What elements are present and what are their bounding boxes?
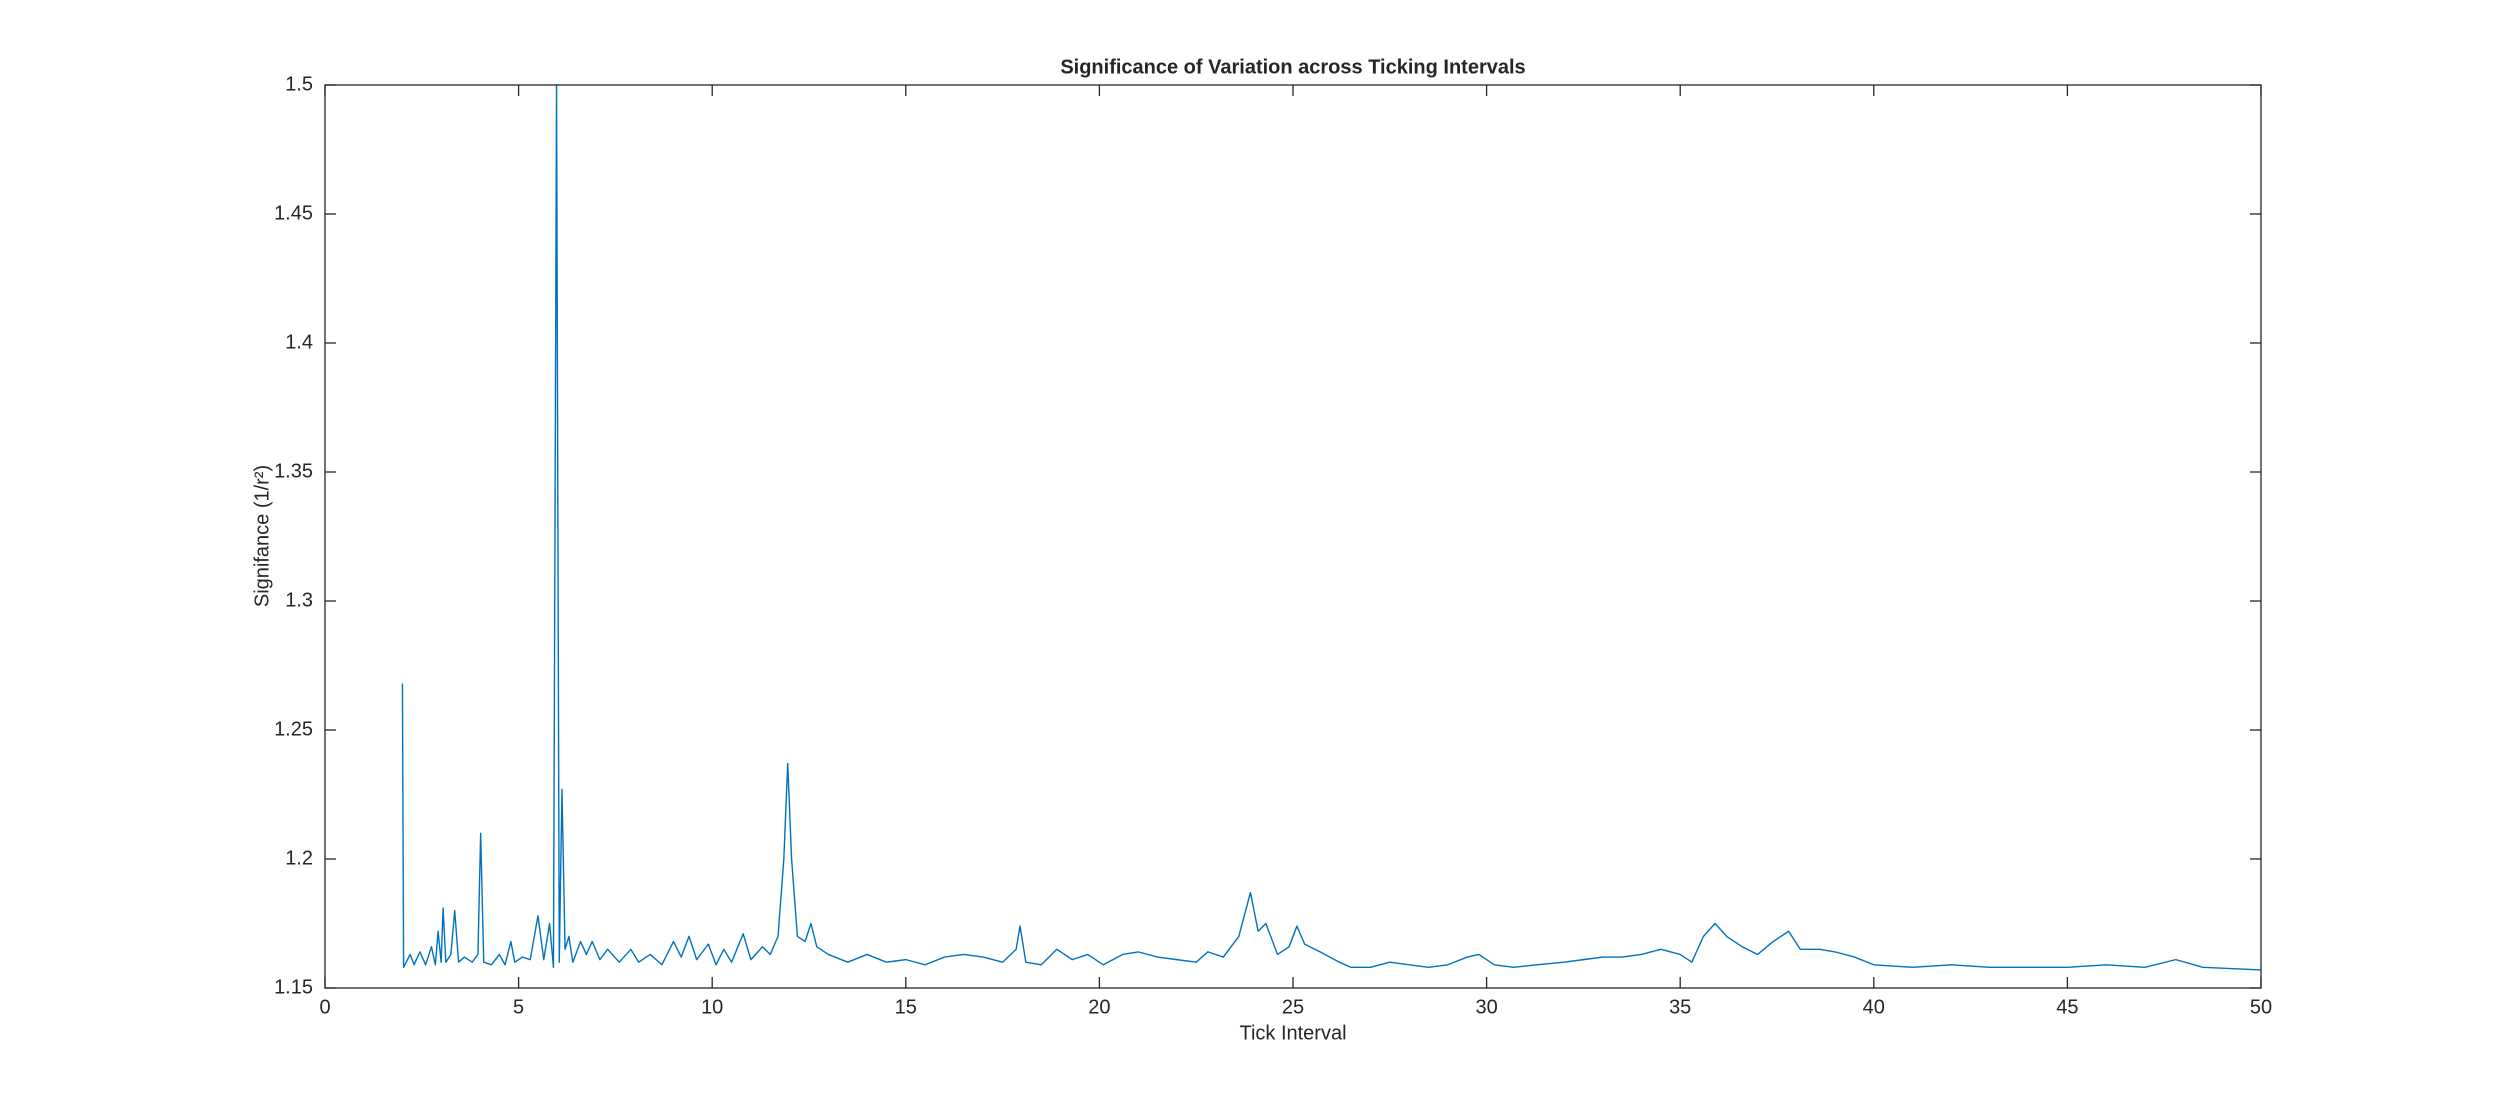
x-tick-label: 40 — [1863, 996, 1885, 1018]
y-tick-label: 1.3 — [285, 589, 313, 611]
axes-box — [324, 84, 2262, 989]
x-tick-label: 0 — [319, 996, 330, 1018]
x-tick-label: 10 — [701, 996, 723, 1018]
y-tick-label: 1.2 — [285, 847, 313, 869]
y-tick-label: 1.15 — [274, 976, 313, 998]
data-line — [401, 84, 2262, 971]
x-tick-label: 15 — [895, 996, 917, 1018]
x-tick-label: 30 — [1475, 996, 1497, 1018]
y-tick-label: 1.5 — [285, 73, 313, 95]
chart-title: Significance of Variation across Ticking… — [1060, 56, 1525, 78]
y-axis-label: Signifance (1/r²) — [251, 465, 273, 607]
y-tick-label: 1.35 — [274, 460, 313, 482]
x-axis-label: Tick Interval — [1239, 1022, 1346, 1044]
y-tick-label: 1.45 — [274, 202, 313, 224]
y-tick-label: 1.4 — [285, 331, 313, 353]
x-tick-label: 20 — [1088, 996, 1110, 1018]
x-tick-label: 35 — [1669, 996, 1691, 1018]
x-tick-label: 5 — [513, 996, 524, 1018]
x-tick-label: 50 — [2250, 996, 2272, 1018]
y-tick-label: 1.25 — [274, 718, 313, 740]
x-tick-label: 45 — [2056, 996, 2078, 1018]
x-tick-label: 25 — [1282, 996, 1304, 1018]
